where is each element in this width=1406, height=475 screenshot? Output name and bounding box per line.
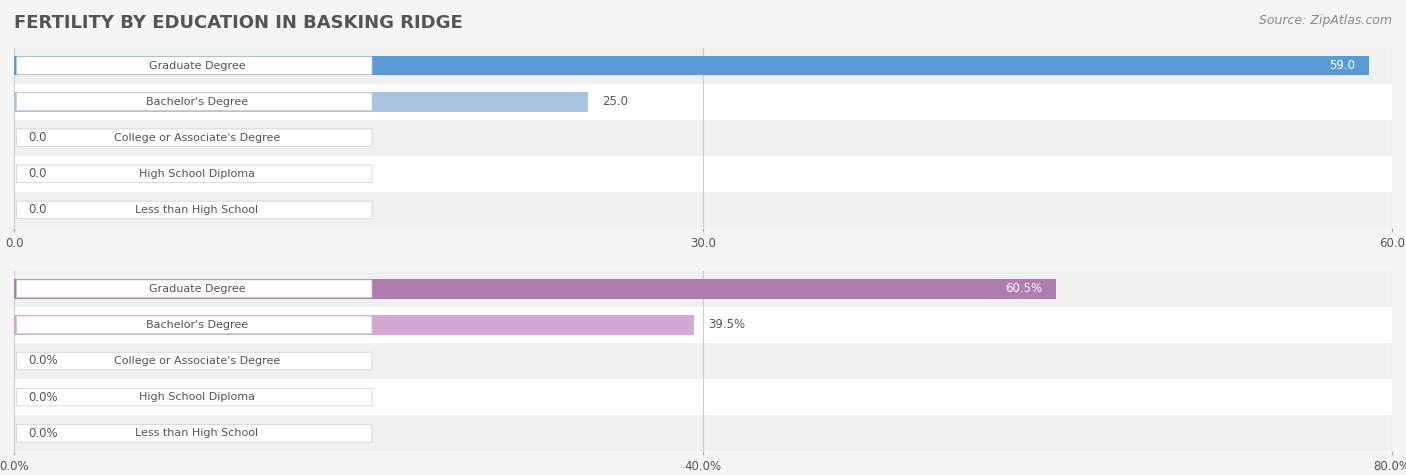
Text: Bachelor's Degree: Bachelor's Degree — [146, 320, 247, 330]
Text: 0.0: 0.0 — [28, 203, 46, 217]
Text: Bachelor's Degree: Bachelor's Degree — [146, 96, 247, 107]
Text: College or Associate's Degree: College or Associate's Degree — [114, 356, 280, 366]
Bar — [14, 120, 1392, 156]
FancyBboxPatch shape — [17, 165, 373, 183]
FancyBboxPatch shape — [17, 201, 373, 219]
Bar — [14, 56, 1369, 76]
Bar — [14, 379, 1392, 415]
Text: 0.0%: 0.0% — [28, 354, 58, 368]
FancyBboxPatch shape — [17, 280, 373, 298]
Bar — [14, 48, 1392, 84]
Text: Source: ZipAtlas.com: Source: ZipAtlas.com — [1258, 14, 1392, 27]
Bar — [14, 415, 1392, 451]
Text: High School Diploma: High School Diploma — [139, 392, 254, 402]
Bar — [14, 271, 1392, 307]
Text: 25.0: 25.0 — [602, 95, 628, 108]
Text: 0.0: 0.0 — [28, 131, 46, 144]
Bar — [14, 192, 1392, 228]
FancyBboxPatch shape — [17, 424, 373, 442]
Text: 0.0: 0.0 — [28, 167, 46, 180]
Bar — [14, 92, 588, 112]
Text: 60.5%: 60.5% — [1005, 282, 1042, 295]
Bar — [14, 156, 1392, 192]
Bar — [14, 307, 1392, 343]
Text: Graduate Degree: Graduate Degree — [149, 60, 246, 71]
Bar — [14, 315, 695, 335]
Text: FERTILITY BY EDUCATION IN BASKING RIDGE: FERTILITY BY EDUCATION IN BASKING RIDGE — [14, 14, 463, 32]
FancyBboxPatch shape — [17, 57, 373, 75]
Text: High School Diploma: High School Diploma — [139, 169, 254, 179]
Text: 0.0%: 0.0% — [28, 390, 58, 404]
Text: 0.0%: 0.0% — [28, 427, 58, 440]
FancyBboxPatch shape — [17, 352, 373, 370]
Bar — [14, 279, 1056, 299]
FancyBboxPatch shape — [17, 129, 373, 147]
Bar — [14, 343, 1392, 379]
Text: 59.0: 59.0 — [1329, 59, 1355, 72]
FancyBboxPatch shape — [17, 388, 373, 406]
FancyBboxPatch shape — [17, 93, 373, 111]
Text: Graduate Degree: Graduate Degree — [149, 284, 246, 294]
FancyBboxPatch shape — [17, 316, 373, 334]
Text: Less than High School: Less than High School — [135, 205, 259, 215]
Text: Less than High School: Less than High School — [135, 428, 259, 438]
Text: College or Associate's Degree: College or Associate's Degree — [114, 133, 280, 143]
Bar — [14, 84, 1392, 120]
Text: 39.5%: 39.5% — [709, 318, 745, 332]
